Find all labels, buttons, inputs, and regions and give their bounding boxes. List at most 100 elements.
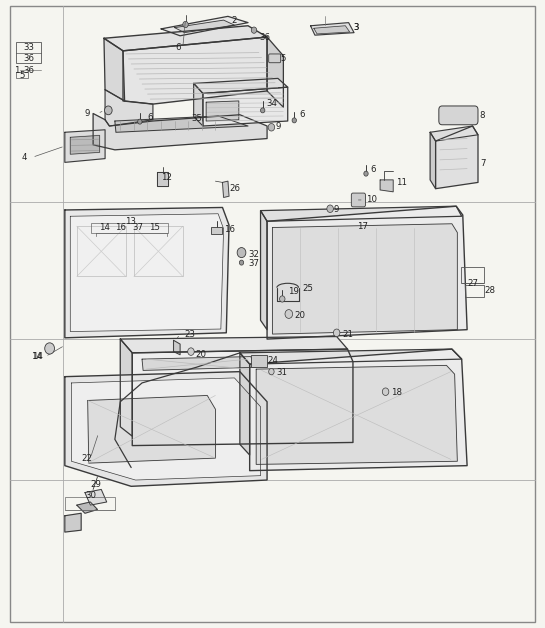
Polygon shape — [380, 180, 393, 192]
Text: 24: 24 — [267, 357, 278, 365]
Text: 28: 28 — [485, 286, 495, 295]
Text: 34: 34 — [266, 99, 277, 108]
Text: 20: 20 — [195, 350, 207, 359]
Polygon shape — [261, 210, 267, 330]
Text: 9: 9 — [334, 205, 339, 215]
Text: 37: 37 — [248, 259, 259, 268]
FancyBboxPatch shape — [269, 54, 281, 63]
FancyBboxPatch shape — [352, 193, 366, 207]
Polygon shape — [65, 207, 229, 338]
Polygon shape — [77, 502, 98, 513]
Polygon shape — [71, 378, 261, 480]
Polygon shape — [277, 288, 299, 301]
Circle shape — [187, 348, 194, 355]
Text: 9: 9 — [85, 109, 90, 118]
Bar — [16, 42, 41, 63]
Text: 10: 10 — [366, 195, 377, 204]
Bar — [16, 72, 28, 78]
FancyBboxPatch shape — [251, 355, 267, 367]
Text: 29: 29 — [90, 480, 101, 489]
Text: 18: 18 — [391, 389, 402, 398]
Circle shape — [261, 108, 265, 113]
Polygon shape — [314, 26, 350, 34]
Text: 12: 12 — [161, 173, 172, 182]
Text: 8: 8 — [479, 111, 485, 120]
Polygon shape — [240, 349, 462, 364]
Text: 4: 4 — [21, 153, 27, 162]
Text: 6: 6 — [175, 43, 181, 52]
Polygon shape — [430, 133, 435, 188]
Polygon shape — [193, 78, 288, 94]
Text: 36: 36 — [23, 66, 34, 75]
Polygon shape — [85, 489, 107, 505]
Polygon shape — [142, 357, 256, 371]
Text: 11: 11 — [396, 178, 408, 187]
Polygon shape — [93, 114, 267, 150]
Polygon shape — [88, 396, 215, 463]
Text: 13: 13 — [125, 217, 136, 225]
Polygon shape — [203, 87, 288, 126]
Polygon shape — [435, 126, 478, 188]
Bar — [134, 226, 183, 276]
Text: 26: 26 — [229, 184, 240, 193]
Text: 35: 35 — [191, 114, 202, 123]
Text: 5: 5 — [19, 71, 25, 80]
Text: 2: 2 — [232, 16, 237, 25]
Polygon shape — [70, 214, 223, 332]
Circle shape — [251, 27, 257, 33]
Circle shape — [364, 171, 368, 176]
Polygon shape — [267, 37, 283, 107]
Bar — [77, 226, 126, 276]
Text: 14: 14 — [31, 352, 41, 361]
Circle shape — [239, 260, 244, 265]
Polygon shape — [173, 340, 180, 355]
Polygon shape — [65, 372, 267, 486]
Polygon shape — [311, 23, 354, 35]
Circle shape — [285, 310, 293, 318]
Circle shape — [105, 106, 112, 115]
Text: 20: 20 — [294, 311, 305, 320]
Text: 19: 19 — [288, 287, 299, 296]
Text: 5: 5 — [281, 54, 286, 63]
Text: 27: 27 — [467, 279, 478, 288]
Text: 37: 37 — [132, 223, 143, 232]
Circle shape — [280, 296, 285, 302]
Polygon shape — [206, 101, 239, 121]
Text: 9: 9 — [275, 121, 281, 131]
Text: 22: 22 — [81, 453, 92, 463]
Circle shape — [237, 247, 246, 257]
Text: 36: 36 — [259, 33, 270, 41]
Polygon shape — [193, 84, 203, 126]
Polygon shape — [120, 339, 132, 436]
Text: 7: 7 — [481, 159, 486, 168]
Circle shape — [268, 124, 275, 131]
Text: 3: 3 — [353, 23, 359, 31]
Text: 32: 32 — [248, 250, 259, 259]
Polygon shape — [222, 181, 229, 197]
Polygon shape — [250, 349, 467, 470]
Polygon shape — [158, 172, 168, 185]
Polygon shape — [441, 110, 477, 121]
Text: 14: 14 — [99, 223, 110, 232]
Polygon shape — [104, 26, 267, 51]
Text: 6: 6 — [300, 111, 305, 119]
Polygon shape — [120, 337, 348, 353]
Polygon shape — [240, 353, 250, 455]
Circle shape — [334, 329, 340, 337]
Polygon shape — [161, 16, 248, 36]
Circle shape — [327, 205, 334, 212]
FancyBboxPatch shape — [439, 106, 478, 125]
Text: 6: 6 — [148, 113, 153, 122]
Text: 16: 16 — [115, 223, 126, 232]
Polygon shape — [174, 20, 234, 33]
Text: 14: 14 — [32, 352, 43, 361]
Circle shape — [45, 343, 55, 354]
Polygon shape — [123, 37, 267, 104]
Text: 17: 17 — [358, 222, 368, 230]
Polygon shape — [104, 38, 125, 101]
Polygon shape — [105, 90, 153, 126]
Polygon shape — [65, 513, 81, 532]
Polygon shape — [261, 206, 462, 221]
Text: 30: 30 — [85, 491, 96, 501]
Text: 23: 23 — [184, 330, 196, 338]
